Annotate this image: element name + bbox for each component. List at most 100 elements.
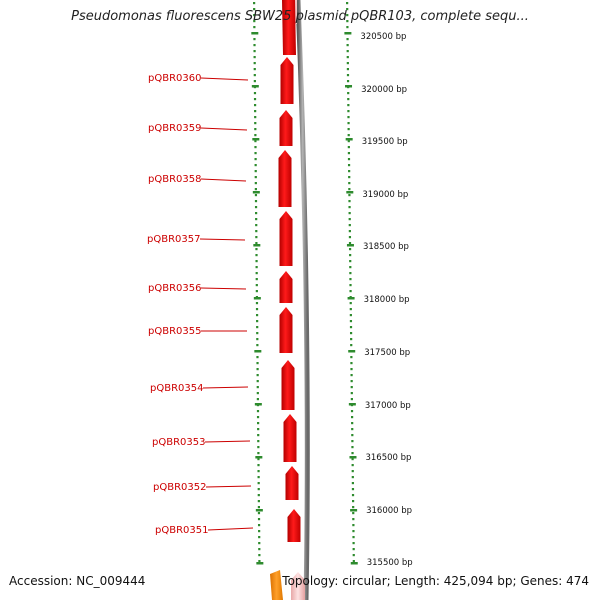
ruler-label: 319000 bp (362, 190, 408, 200)
inner-tick-dot (257, 482, 260, 485)
gene-arrow-pQBR0358 (278, 150, 292, 207)
gene-label[interactable]: pQBR0352 (153, 482, 206, 493)
gene-label[interactable]: pQBR0354 (150, 383, 203, 394)
gene-label[interactable]: pQBR0360 (148, 73, 201, 84)
inner-tick-dot (255, 236, 258, 239)
outer-tick-dot (347, 104, 350, 107)
major-tick (346, 191, 354, 194)
major-tick (348, 350, 356, 353)
outer-tick-dot (346, 26, 349, 29)
outer-tick-dot (346, 14, 349, 17)
outer-tick-dot (346, 50, 349, 53)
gene-feature-orange (270, 570, 283, 600)
outer-tick-dot (349, 308, 352, 311)
outer-tick-dot (352, 530, 355, 533)
outer-tick-dot (348, 230, 351, 233)
inner-tick-dot (257, 446, 260, 449)
gene-label[interactable]: pQBR0356 (148, 283, 201, 294)
outer-tick-dot (350, 368, 353, 371)
major-tick (253, 297, 261, 300)
inner-tick-dot (256, 392, 259, 395)
inner-tick-dot (253, 26, 256, 29)
outer-tick-dot (351, 458, 354, 461)
outer-tick-dot (346, 2, 349, 5)
outer-tick-dot (350, 386, 353, 389)
outer-tick-dot (348, 200, 351, 203)
gene-label-connector (204, 440, 251, 443)
outer-tick-dot (348, 194, 351, 197)
topology-label: Topology: circular; Length: 425,094 bp; … (282, 574, 589, 588)
outer-tick-dot (350, 380, 353, 383)
outer-tick-dot (350, 338, 353, 341)
outer-tick-dot (349, 284, 352, 287)
inner-tick-dot (253, 20, 256, 23)
ruler-label: 318000 bp (364, 295, 410, 305)
inner-tick-dot (254, 158, 257, 161)
inner-tick-dot (258, 530, 261, 533)
outer-tick-dot (352, 500, 355, 503)
outer-tick-dot (346, 44, 349, 47)
inner-tick-dot (257, 488, 260, 491)
inner-tick-dot (253, 80, 256, 83)
outer-tick-dot (352, 506, 355, 509)
gene-feature-pink-bottom (291, 572, 305, 600)
outer-tick-dot (349, 332, 353, 335)
inner-tick-dot (253, 44, 256, 47)
major-tick (347, 297, 355, 300)
major-tick (350, 509, 358, 512)
inner-tick-dot (257, 422, 260, 425)
gene-label[interactable]: pQBR0353 (152, 437, 205, 448)
outer-tick-dot (347, 98, 350, 101)
inner-tick-dot (255, 224, 258, 227)
ruler-labels: 320500 bp 320000 bp 319500 bp 319000 bp 3185… (360, 32, 412, 568)
major-tick (344, 32, 352, 35)
major-tick (256, 562, 264, 565)
ruler-label: 315500 bp (367, 558, 413, 568)
ruler-label: 317000 bp (365, 401, 411, 411)
gene-label[interactable]: pQBR0359 (148, 123, 201, 134)
inner-tick-dot (256, 374, 259, 377)
outer-tick-dot (347, 152, 351, 155)
inner-tick-dot (257, 464, 260, 467)
outer-tick-dot (349, 254, 352, 257)
ruler-label: 316000 bp (366, 506, 412, 516)
outer-tick-dot (348, 224, 351, 227)
major-tick (350, 562, 358, 565)
inner-tick-dot (254, 176, 257, 179)
outer-tick-dot (346, 68, 350, 71)
inner-tick-dot (255, 254, 258, 257)
major-tick (345, 138, 353, 141)
inner-tick-dot (254, 200, 258, 203)
gene-labels: pQBR0360 pQBR0359 pQBR0358 pQBR0357 pQBR0356… (147, 73, 254, 536)
gene-label[interactable]: pQBR0355 (148, 326, 201, 337)
inner-tick-dot (257, 506, 261, 509)
gene-label[interactable]: pQBR0358 (148, 174, 201, 185)
inner-tick-dot (253, 2, 256, 5)
inner-tick-dot (258, 548, 261, 551)
outer-tick-dot (350, 362, 353, 365)
outer-tick-dot (349, 320, 353, 323)
inner-tick-dot (255, 260, 258, 263)
outer-tick-dot (347, 116, 350, 119)
gene-label[interactable]: pQBR0357 (147, 234, 200, 245)
outer-tick-dot (347, 92, 350, 95)
inner-tick-dot (256, 338, 259, 341)
gene-label-connector (200, 127, 248, 131)
inner-tick-dot (255, 308, 259, 311)
inner-tick-dot (255, 314, 259, 317)
inner-tick-dot (256, 332, 259, 335)
inner-tick-dot (256, 362, 259, 365)
gene-label[interactable]: pQBR0351 (155, 525, 208, 536)
inner-tick-dot (253, 38, 256, 41)
major-tick (252, 191, 260, 194)
inner-tick-dot (255, 230, 258, 233)
major-tick (345, 85, 353, 88)
outer-tick-dot (349, 278, 352, 281)
major-tick (253, 244, 261, 247)
outer-tick-dot (351, 446, 354, 449)
inner-tick-dot (254, 164, 257, 167)
inner-tick-dot (254, 194, 258, 197)
outer-tick-dot (347, 110, 350, 113)
inner-tick-dot (255, 248, 258, 251)
inner-tick-dot (257, 524, 261, 527)
